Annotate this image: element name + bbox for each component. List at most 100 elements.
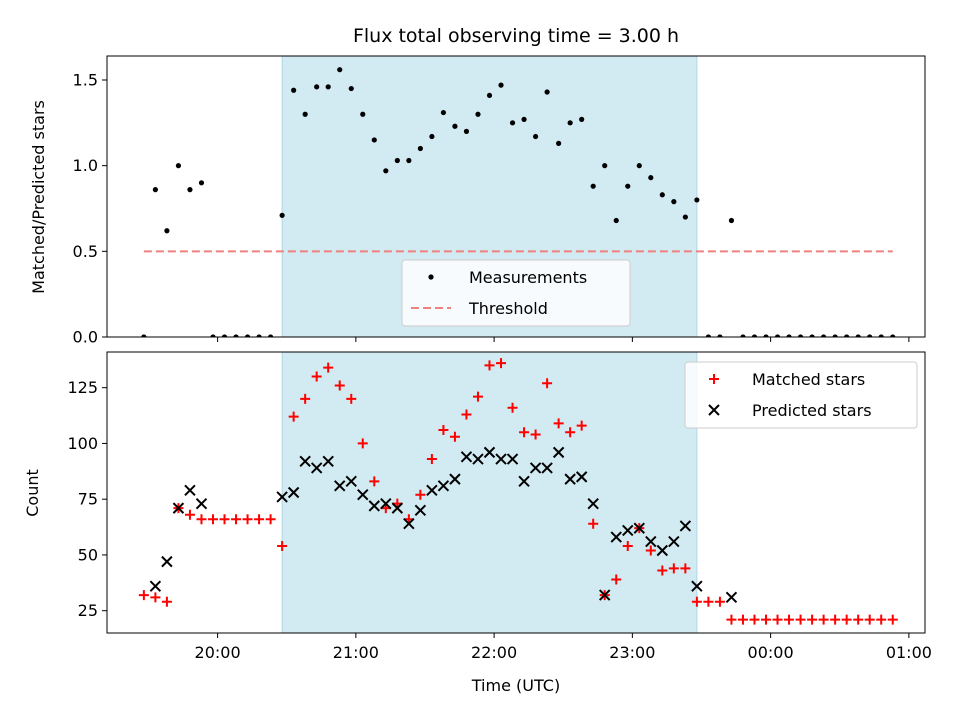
measurements-point — [774, 334, 781, 337]
matched-stars-point — [830, 614, 841, 625]
measurements-point — [579, 116, 585, 122]
matched-stars-point — [265, 514, 276, 525]
predicted-stars-point — [195, 497, 208, 510]
matched-stars-point — [138, 590, 149, 601]
predicted-stars-point — [541, 462, 553, 474]
x-tick-label: 20:00 — [195, 643, 241, 662]
legend-label: Predicted stars — [752, 401, 872, 420]
matched-stars-point — [818, 614, 829, 625]
predicted-stars-point — [599, 589, 611, 601]
legend-label: Matched stars — [752, 370, 865, 389]
matched-stars-point — [876, 614, 887, 625]
predicted-stars-point — [437, 480, 450, 492]
matched-stars-point — [323, 362, 334, 373]
matched-stars-point — [611, 574, 622, 585]
observing-window-shade — [281, 351, 698, 634]
measurements-point — [671, 199, 677, 205]
measurements-point — [498, 82, 504, 88]
measurements-point — [590, 183, 596, 189]
predicted-stars-point — [426, 484, 438, 496]
measurements-point — [728, 217, 735, 224]
plot-frame — [106, 55, 926, 338]
measurements-point — [682, 214, 688, 220]
matched-stars-point — [841, 614, 852, 625]
measurements-point — [429, 133, 435, 140]
legend-swatch — [428, 274, 434, 280]
measurements-point — [371, 137, 377, 143]
predicted-stars-point — [668, 535, 680, 548]
matched-stars-point — [565, 427, 576, 438]
legend-label: Measurements — [469, 268, 587, 287]
measurements-point — [406, 157, 412, 164]
measurements-point — [521, 116, 527, 122]
matched-stars-point — [576, 420, 587, 431]
legend-swatch — [709, 374, 719, 384]
matched-stars-point — [714, 596, 725, 607]
plot-area — [141, 67, 896, 337]
matched-stars-point — [161, 596, 172, 607]
measurements-point — [337, 67, 343, 73]
legend-box — [684, 361, 918, 429]
predicted-stars-point — [414, 504, 427, 517]
predicted-stars-point — [506, 453, 519, 465]
predicted-stars-point — [322, 455, 334, 467]
matched-stars-point — [530, 429, 541, 440]
predicted-stars-point — [529, 462, 542, 474]
ratio-y-axis-label: Matched/Predicted stars — [29, 100, 48, 294]
matched-stars-point — [749, 614, 760, 625]
matched-stars-point — [588, 518, 599, 529]
measurements-point — [279, 212, 285, 218]
measurements-point — [210, 334, 216, 337]
y-tick-label: 0.5 — [73, 242, 98, 261]
legend-label: Threshold — [468, 299, 548, 318]
matched-stars-point — [334, 380, 345, 391]
predicted-stars-point — [276, 491, 288, 503]
measurements-point — [602, 163, 608, 169]
measurements-point — [705, 334, 712, 337]
x-tick-label: 21:00 — [333, 643, 379, 662]
predicted-stars-point — [449, 473, 461, 485]
matched-stars-point — [703, 596, 714, 607]
matched-stars-point — [622, 541, 633, 552]
predicted-stars-point — [495, 453, 507, 465]
y-tick-label: 50 — [78, 545, 98, 564]
matched-stars-point — [207, 514, 218, 525]
measurements-point — [440, 109, 447, 116]
measurements-point — [890, 334, 896, 337]
predicted-stars-point — [552, 446, 565, 459]
matched-stars-point — [645, 545, 656, 556]
count-panel: 20:00 21:00 22:00 23:00 00:00 01:00 25 50 75 100 1… — [67, 351, 932, 662]
measurements-point — [175, 163, 182, 169]
measurements-point — [844, 334, 850, 337]
plot-frame — [106, 351, 926, 634]
predicted-stars-point — [460, 451, 473, 463]
predicted-stars-point — [391, 502, 404, 514]
matched-stars-point — [231, 514, 242, 525]
legend-swatch — [708, 404, 720, 416]
legend: Measurements Threshold — [401, 259, 631, 327]
predicted-stars-point — [472, 453, 484, 465]
matched-stars-point — [761, 614, 772, 625]
x-tick-label: 01:00 — [886, 643, 932, 662]
measurements-point — [740, 334, 746, 337]
measurements-point — [556, 140, 562, 146]
matched-stars-point — [807, 614, 818, 625]
predicted-stars-point — [691, 580, 703, 592]
measurements-point — [486, 92, 493, 99]
measurements-point — [797, 334, 804, 337]
x-tick-label: 22:00 — [471, 643, 517, 662]
measurements-point — [475, 111, 481, 117]
predicted-stars-point — [299, 455, 311, 467]
measurements-point — [625, 183, 631, 189]
measurements-point — [878, 334, 884, 337]
ratio-panel: 0.0 0.5 1.0 1.5 Measurements Threshold — [73, 55, 926, 347]
predicted-stars-point — [334, 480, 346, 492]
measurements-point — [659, 192, 665, 198]
matched-stars-point — [519, 427, 530, 438]
matched-stars-point — [496, 358, 507, 369]
matched-stars-point — [542, 378, 553, 389]
measurements-point — [809, 334, 815, 337]
y-tick-label: 125 — [67, 378, 98, 397]
measurements-point — [244, 334, 251, 337]
